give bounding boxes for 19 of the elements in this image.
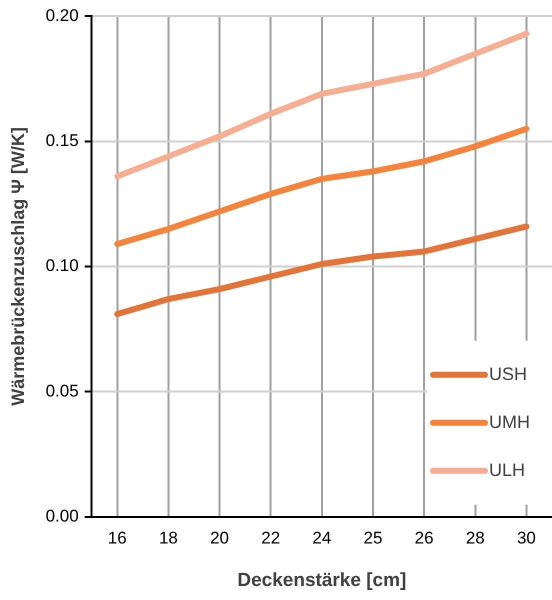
y-tick-label: 0.10 [46, 256, 79, 276]
y-axis-title: Wärmebrückenzuschlag Ψ [W/K] [8, 127, 28, 406]
y-tick-label: 0.20 [46, 6, 79, 25]
x-tick-label: 25 [364, 528, 382, 548]
x-axis-title: Deckenstärke [cm] [237, 570, 406, 591]
legend-label: UMH [489, 412, 530, 432]
x-tick-label: 28 [466, 528, 485, 548]
x-tick-label: 26 [414, 528, 434, 548]
x-tick-label: 24 [312, 528, 332, 548]
x-tick-label: 30 [516, 528, 536, 548]
x-tick-label: 20 [210, 528, 230, 548]
x-tick-label: 16 [108, 528, 127, 548]
legend-label: ULH [489, 460, 526, 480]
x-tick-label: 22 [261, 528, 280, 548]
y-tick-label: 0.00 [46, 506, 79, 526]
x-tick-label: 18 [158, 528, 178, 548]
legend-label: USH [489, 364, 528, 384]
y-tick-label: 0.15 [46, 131, 79, 150]
y-tick-label: 0.05 [46, 381, 79, 400]
